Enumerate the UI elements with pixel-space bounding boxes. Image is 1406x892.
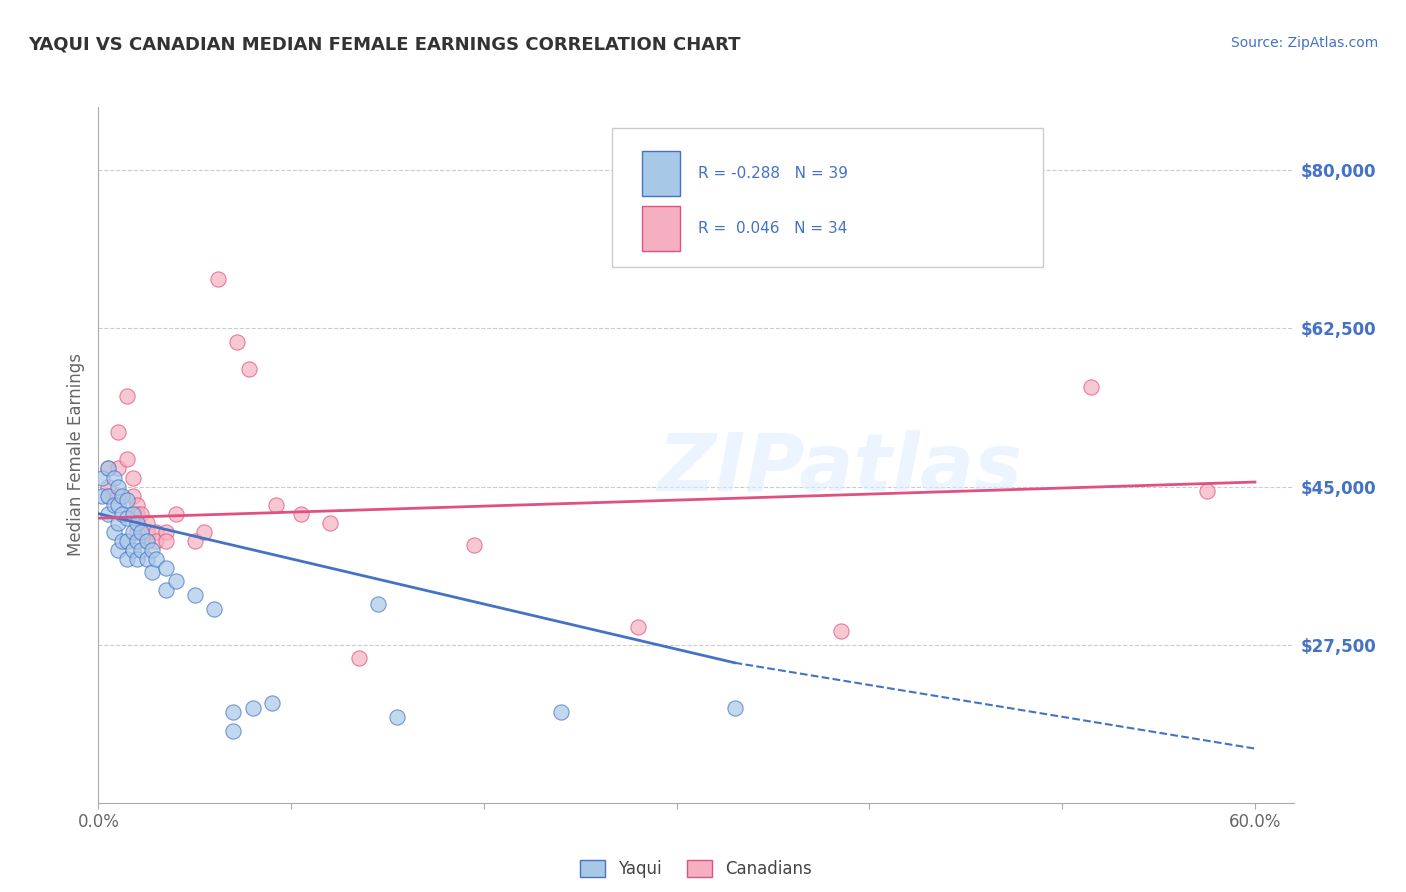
Legend: Yaqui, Canadians: Yaqui, Canadians (574, 854, 818, 885)
Point (125, 507, 148, 521)
Text: R = -0.288   N = 39: R = -0.288 N = 39 (699, 166, 848, 181)
Point (103, 498, 125, 512)
Point (107, 516, 129, 530)
Point (141, 566, 163, 580)
Point (107, 479, 129, 493)
Point (135, 533, 157, 548)
Point (226, 334, 249, 349)
Point (135, 524, 157, 539)
Point (125, 551, 148, 566)
Point (97, 507, 120, 521)
Point (97, 479, 120, 493)
Point (125, 516, 148, 530)
Point (135, 551, 157, 566)
Point (184, 588, 207, 602)
Point (97, 489, 120, 503)
Point (117, 511, 139, 525)
Point (110, 507, 132, 521)
Point (222, 706, 245, 720)
Point (319, 516, 342, 530)
Text: ZIPatlas: ZIPatlas (657, 430, 1022, 508)
Point (1080, 380, 1102, 394)
Point (107, 425, 129, 440)
Point (91, 489, 114, 503)
Point (155, 524, 177, 539)
Point (207, 271, 229, 285)
Point (155, 533, 177, 548)
Point (117, 493, 139, 508)
Point (122, 542, 145, 557)
Text: R =  0.046   N = 34: R = 0.046 N = 34 (699, 221, 848, 236)
Point (117, 551, 139, 566)
Point (193, 524, 215, 539)
FancyBboxPatch shape (613, 128, 1043, 267)
Point (107, 461, 129, 475)
Point (122, 507, 145, 521)
Point (202, 601, 225, 615)
Point (117, 533, 139, 548)
Point (155, 583, 177, 598)
Point (830, 624, 852, 639)
Point (122, 489, 145, 503)
Point (385, 710, 409, 724)
Y-axis label: Median Female Earnings: Median Female Earnings (66, 353, 84, 557)
Point (103, 524, 125, 539)
Point (550, 706, 572, 720)
Point (290, 507, 312, 521)
Point (135, 516, 157, 530)
FancyBboxPatch shape (643, 206, 681, 252)
Point (107, 489, 129, 503)
Point (145, 533, 167, 548)
Point (129, 524, 152, 539)
Point (155, 561, 177, 575)
Point (125, 533, 148, 548)
Text: Source: ZipAtlas.com: Source: ZipAtlas.com (1230, 36, 1378, 50)
Point (1195, 484, 1218, 499)
Point (97, 461, 120, 475)
Point (122, 470, 145, 484)
Point (97, 489, 120, 503)
Point (97, 461, 120, 475)
FancyBboxPatch shape (643, 151, 681, 195)
Point (122, 524, 145, 539)
Point (107, 498, 129, 512)
Point (91, 470, 114, 484)
Point (110, 533, 132, 548)
Point (107, 542, 129, 557)
Point (145, 551, 167, 566)
Point (723, 701, 745, 715)
Point (165, 507, 187, 521)
Point (117, 389, 139, 403)
Point (141, 542, 163, 557)
Point (260, 697, 283, 711)
Text: YAQUI VS CANADIAN MEDIAN FEMALE EARNINGS CORRELATION CHART: YAQUI VS CANADIAN MEDIAN FEMALE EARNINGS… (28, 36, 741, 54)
Point (110, 489, 132, 503)
Point (367, 597, 389, 611)
Point (125, 498, 148, 512)
Point (129, 542, 152, 557)
Point (627, 619, 650, 633)
Point (165, 574, 187, 589)
Point (463, 538, 485, 552)
Point (129, 507, 152, 521)
Point (242, 701, 264, 715)
Point (135, 533, 157, 548)
Point (347, 651, 370, 665)
Point (125, 524, 148, 539)
Point (222, 723, 245, 738)
Point (264, 498, 287, 512)
Point (238, 362, 260, 376)
Point (184, 533, 207, 548)
Point (145, 524, 167, 539)
Point (117, 452, 139, 467)
Point (103, 470, 125, 484)
